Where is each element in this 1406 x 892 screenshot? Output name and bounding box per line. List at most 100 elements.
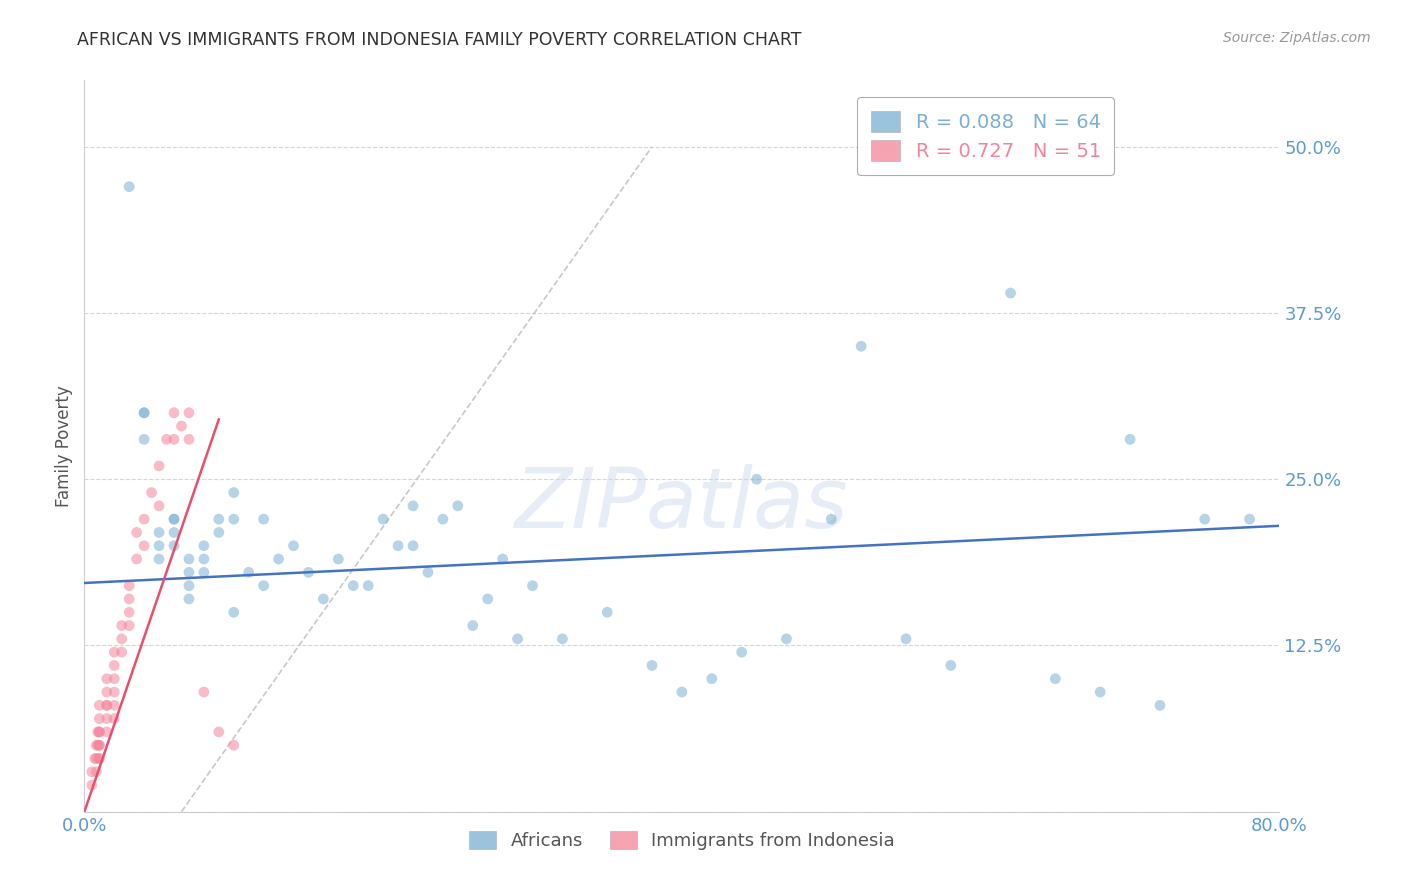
Point — [163, 433, 186, 447]
Y-axis label: Family Poverty: Family Poverty — [55, 385, 73, 507]
Point — [492, 552, 515, 566]
Point — [163, 512, 186, 526]
Point — [596, 605, 619, 619]
Point — [86, 751, 108, 765]
Point — [111, 645, 134, 659]
Point — [96, 698, 118, 713]
Point — [402, 499, 425, 513]
Point — [522, 579, 544, 593]
Point — [163, 525, 186, 540]
Point — [1045, 672, 1067, 686]
Point — [328, 552, 350, 566]
Point — [731, 645, 754, 659]
Point — [432, 512, 454, 526]
Point — [939, 658, 962, 673]
Point — [177, 591, 200, 606]
Point — [851, 339, 873, 353]
Point — [193, 552, 215, 566]
Point — [402, 539, 425, 553]
Point — [103, 645, 125, 659]
Point — [1149, 698, 1171, 713]
Point — [461, 618, 484, 632]
Point — [103, 698, 125, 713]
Point — [373, 512, 395, 526]
Point — [103, 672, 125, 686]
Point — [103, 712, 125, 726]
Point — [89, 738, 111, 752]
Point — [170, 419, 193, 434]
Point — [132, 512, 156, 526]
Point — [132, 539, 156, 553]
Point — [416, 566, 439, 580]
Text: Source: ZipAtlas.com: Source: ZipAtlas.com — [1223, 31, 1371, 45]
Point — [671, 685, 693, 699]
Point — [253, 579, 276, 593]
Point — [222, 738, 245, 752]
Point — [118, 579, 141, 593]
Point — [387, 539, 409, 553]
Point — [125, 552, 148, 566]
Point — [506, 632, 529, 646]
Point — [89, 738, 111, 752]
Point — [86, 764, 108, 779]
Point — [177, 566, 200, 580]
Point — [86, 738, 108, 752]
Point — [177, 406, 200, 420]
Point — [745, 472, 768, 486]
Point — [148, 552, 170, 566]
Point — [357, 579, 380, 593]
Point — [89, 725, 111, 739]
Point — [894, 632, 917, 646]
Point — [132, 433, 156, 447]
Point — [1000, 286, 1022, 301]
Point — [148, 539, 170, 553]
Point — [775, 632, 797, 646]
Point — [193, 539, 215, 553]
Point — [222, 605, 245, 619]
Point — [148, 525, 170, 540]
Point — [118, 605, 141, 619]
Point — [96, 698, 118, 713]
Point — [208, 525, 231, 540]
Point — [447, 499, 470, 513]
Point — [96, 672, 118, 686]
Point — [118, 591, 141, 606]
Text: ZIPatlas: ZIPatlas — [515, 464, 849, 545]
Point — [87, 738, 110, 752]
Point — [96, 685, 118, 699]
Point — [551, 632, 574, 646]
Point — [1194, 512, 1216, 526]
Point — [312, 591, 335, 606]
Point — [96, 725, 118, 739]
Point — [118, 618, 141, 632]
Point — [163, 512, 186, 526]
Point — [177, 579, 200, 593]
Point — [222, 512, 245, 526]
Point — [267, 552, 290, 566]
Point — [118, 179, 141, 194]
Point — [163, 406, 186, 420]
Point — [87, 725, 110, 739]
Point — [193, 566, 215, 580]
Point — [132, 406, 156, 420]
Point — [80, 778, 103, 792]
Point — [208, 725, 231, 739]
Point — [641, 658, 664, 673]
Point — [297, 566, 319, 580]
Point — [83, 751, 105, 765]
Point — [125, 525, 148, 540]
Point — [1239, 512, 1261, 526]
Point — [148, 458, 170, 473]
Point — [89, 751, 111, 765]
Point — [141, 485, 163, 500]
Point — [342, 579, 364, 593]
Point — [1090, 685, 1112, 699]
Point — [163, 539, 186, 553]
Point — [283, 539, 305, 553]
Point — [177, 552, 200, 566]
Point — [111, 632, 134, 646]
Point — [89, 698, 111, 713]
Point — [80, 764, 103, 779]
Point — [238, 566, 260, 580]
Point — [208, 512, 231, 526]
